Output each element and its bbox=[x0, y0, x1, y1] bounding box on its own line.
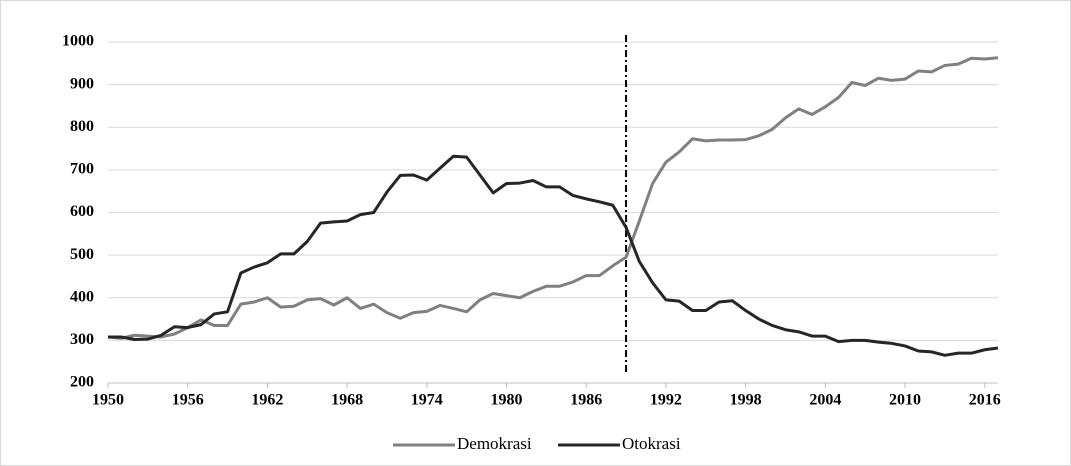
x-tick-label: 1974 bbox=[411, 392, 443, 409]
x-tick-label: 1956 bbox=[172, 392, 204, 409]
x-tick-label: 1998 bbox=[730, 392, 762, 409]
legend-label: Otokrasi bbox=[622, 434, 681, 453]
y-tick-label: 1000 bbox=[62, 33, 94, 50]
data-line bbox=[108, 154, 999, 357]
x-tick-label: 2010 bbox=[889, 392, 921, 409]
y-tick-label: 700 bbox=[70, 161, 94, 178]
x-tick-label: 1962 bbox=[251, 392, 283, 409]
y-tick-label: 500 bbox=[70, 246, 94, 263]
x-tick-label: 1992 bbox=[650, 392, 682, 409]
y-tick-label: 300 bbox=[70, 331, 94, 348]
y-tick-label: 600 bbox=[70, 203, 94, 220]
x-tick-label: 1968 bbox=[331, 392, 363, 409]
x-tick-label: 1980 bbox=[491, 392, 523, 409]
x-tick-label: 1950 bbox=[92, 392, 124, 409]
y-tick-label: 200 bbox=[70, 374, 94, 391]
x-tick-label: 2004 bbox=[809, 392, 841, 409]
x-tick-label: 1986 bbox=[570, 392, 602, 409]
y-tick-label: 400 bbox=[70, 288, 94, 305]
x-tick-label: 2016 bbox=[969, 392, 1001, 409]
y-tick-label: 900 bbox=[70, 75, 94, 92]
legend-label: Demokrasi bbox=[457, 434, 532, 453]
y-tick-label: 800 bbox=[70, 118, 94, 135]
data-line bbox=[107, 56, 999, 340]
